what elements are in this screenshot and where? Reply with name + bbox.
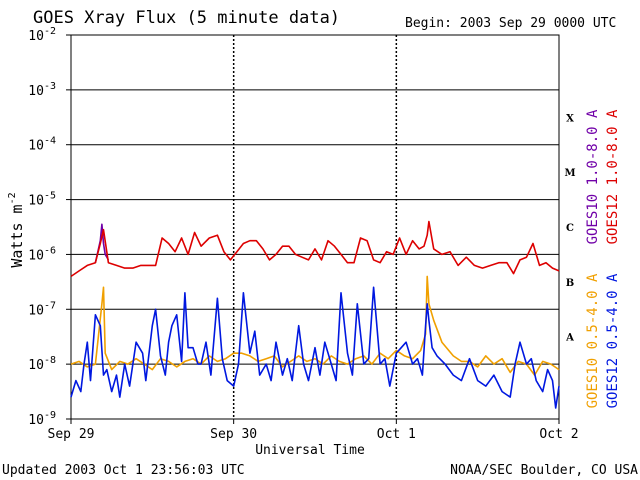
x-tick-label: Sep 29	[48, 427, 95, 442]
x-tick-label: Oct 1	[377, 427, 416, 442]
flare-class-label: X	[566, 113, 574, 124]
credit-text: NOAA/SEC Boulder, CO USA	[450, 463, 638, 478]
series-line	[70, 275, 560, 376]
x-axis-label: Universal Time	[255, 443, 365, 458]
flare-class-label: A	[565, 333, 574, 344]
y-tick-label: 10-2	[28, 26, 56, 44]
x-axis-ticks: Sep 29 Sep 30 Oct 1 Oct 2	[48, 419, 579, 442]
x-tick-label: Oct 2	[539, 427, 578, 442]
flare-class-label: M	[564, 168, 575, 179]
legend-long-channel: GOES10 1.0-8.0 A GOES12 1.0-8.0 A	[585, 109, 621, 244]
legend-entry: GOES12 0.5-4.0 A	[605, 273, 621, 408]
series-lines	[70, 220, 560, 409]
legend-entry: GOES10 0.5-4.0 A	[585, 273, 601, 408]
y-axis-label-group: Watts m-2	[7, 192, 26, 267]
series-line	[70, 286, 560, 409]
flare-class-labels: X M C B A	[564, 113, 575, 343]
plot-frame	[70, 34, 560, 420]
flare-class-label: B	[566, 278, 574, 289]
chart-title: GOES Xray Flux (5 minute data)	[33, 8, 340, 28]
y-tick-label: 10-7	[28, 300, 56, 318]
y-tick-label: 10-8	[28, 355, 56, 373]
y-tick-label: 10-4	[28, 136, 56, 154]
y-tick-label: 10-3	[28, 81, 56, 99]
x-tick-label: Sep 30	[210, 427, 257, 442]
flare-class-label: C	[566, 223, 574, 234]
begin-label: Begin: 2003 Sep 29 0000 UTC	[405, 16, 616, 31]
y-tick-label: 10-5	[28, 191, 56, 209]
y-tick-label: 10-9	[28, 410, 56, 428]
y-axis-label: Watts m-2	[7, 192, 26, 267]
y-axis-ticks: 10-2 10-3 10-4 10-5 10-6 10-7 10-8 10-9	[28, 26, 71, 428]
legend-short-channel: GOES10 0.5-4.0 A GOES12 0.5-4.0 A	[585, 273, 621, 408]
grid-lines	[71, 35, 559, 419]
series-line	[70, 220, 560, 278]
legend-entry: GOES12 1.0-8.0 A	[605, 109, 621, 244]
legend-entry: GOES10 1.0-8.0 A	[585, 109, 601, 244]
updated-timestamp: Updated 2003 Oct 1 23:56:03 UTC	[2, 463, 245, 478]
y-tick-label: 10-6	[28, 245, 56, 263]
